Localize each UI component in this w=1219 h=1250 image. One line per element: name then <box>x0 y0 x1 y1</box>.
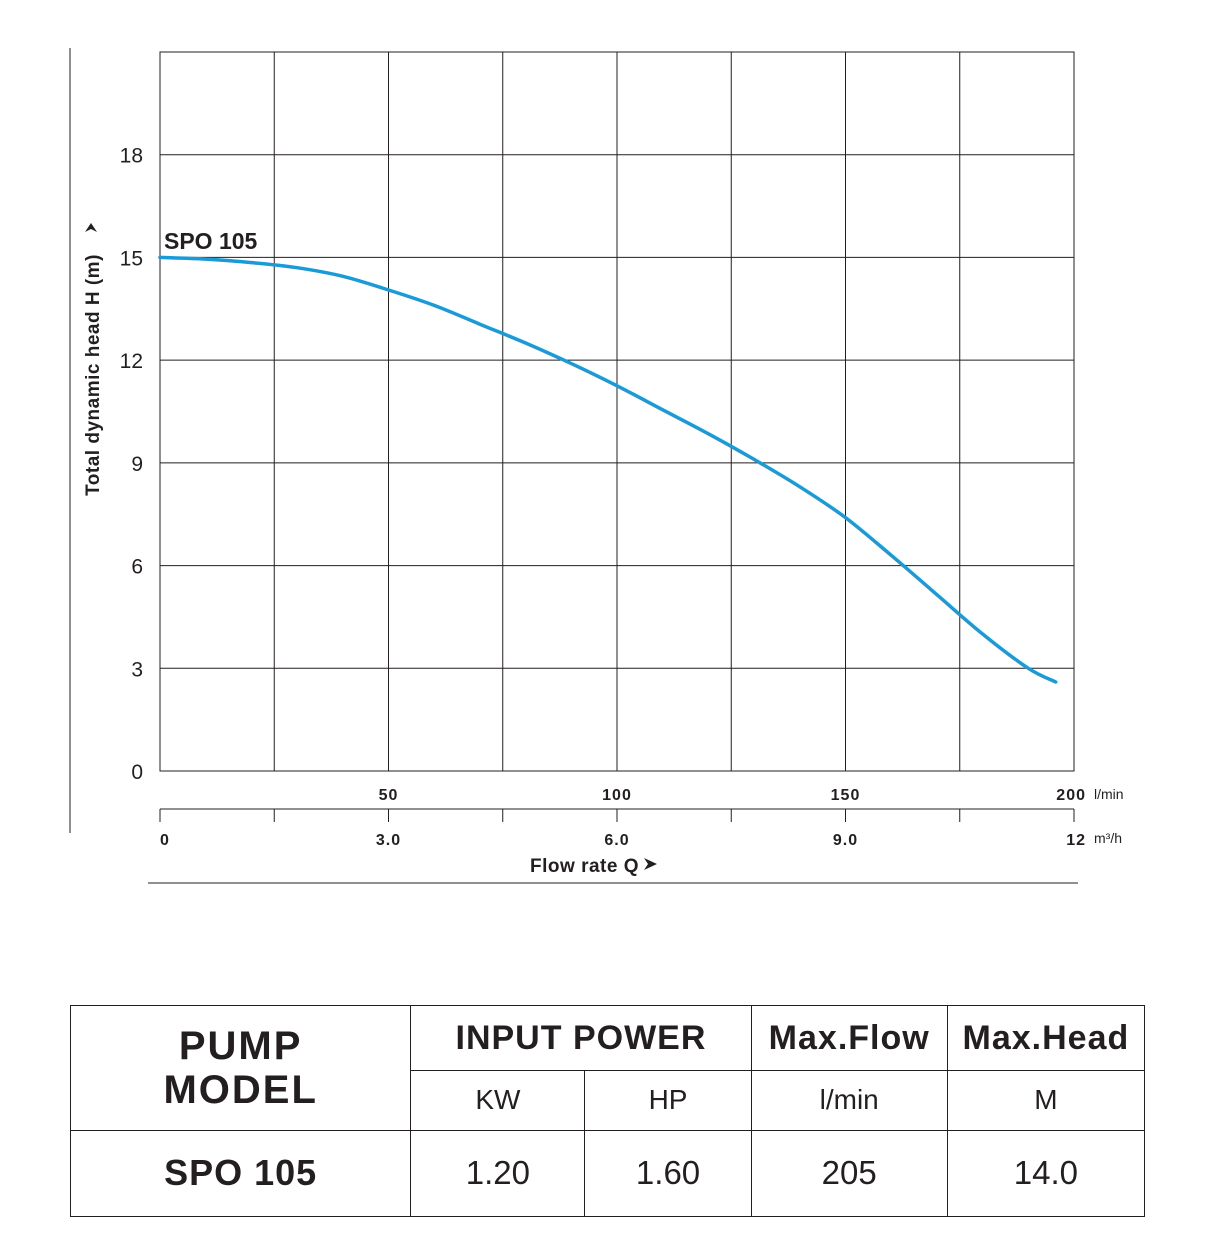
pump-performance-chart: 0 3 6 9 12 15 18 50 100 150 200 l/min 0 3.0 6.0 9.0 12 m… <box>69 48 1124 884</box>
x-tick-label-lmin: 200 <box>1056 787 1086 804</box>
x-tick-label-lmin: 150 <box>831 787 861 804</box>
x-axis-arrow-icon <box>644 858 657 870</box>
max-flow-header: Max.Flow <box>750 1004 948 1072</box>
x-tick-label-lmin: 100 <box>602 787 632 804</box>
pump-model-header-line2: MODEL <box>163 1067 318 1112</box>
y-tick-label: 18 <box>120 145 143 168</box>
pump-model-header: PUMP MODEL <box>69 1005 412 1131</box>
y-tick-labels: 0 3 6 9 12 15 18 <box>120 145 143 784</box>
y-tick-label: 3 <box>131 658 143 681</box>
x-unit-lmin: l/min <box>1094 786 1124 802</box>
input-power-header: INPUT POWER <box>410 1004 752 1072</box>
series-line-spo-105 <box>158 255 1058 684</box>
x-tick-label-lmin: 50 <box>379 787 399 804</box>
x-axes: 50 100 150 200 l/min 0 3.0 6.0 9.0 12 m³/h <box>159 786 1124 849</box>
y-tick-label: 15 <box>120 247 143 270</box>
hp-value: 1.60 <box>584 1129 752 1218</box>
y-tick-label: 12 <box>120 350 143 373</box>
hp-unit: HP <box>584 1070 752 1131</box>
x-tick-label-m3h: 0 <box>160 832 170 849</box>
y-tick-label: 0 <box>131 761 143 784</box>
series-label: SPO 105 <box>164 228 258 254</box>
x-tick-label-m3h: 3.0 <box>376 832 401 849</box>
y-axis-arrow-icon <box>85 223 97 232</box>
grid <box>159 51 1075 772</box>
x-axis-title: Flow rate Q <box>530 856 639 877</box>
kw-unit: KW <box>410 1070 586 1131</box>
max-head-header: Max.Head <box>946 1004 1146 1072</box>
y-tick-label: 6 <box>131 556 143 579</box>
kw-value: 1.20 <box>410 1129 586 1218</box>
x-tick-label-m3h: 6.0 <box>604 832 629 849</box>
flow-value: 205 <box>750 1129 948 1218</box>
pump-spec-table: PUMP MODEL INPUT POWER Max.Flow Max.Head… <box>69 1004 1146 1218</box>
series-layer <box>158 255 1058 684</box>
x-tick-label-m3h: 9.0 <box>833 832 858 849</box>
y-tick-label: 9 <box>131 453 143 476</box>
pump-model-header-line1: PUMP <box>178 1023 303 1068</box>
flow-unit: l/min <box>750 1070 948 1131</box>
y-axis-title: Total dynamic head H (m) <box>83 254 104 496</box>
head-unit: M <box>946 1070 1146 1131</box>
x-unit-m3h: m³/h <box>1094 830 1122 846</box>
model-name-cell: SPO 105 <box>69 1129 412 1218</box>
head-value: 14.0 <box>946 1129 1146 1218</box>
x-tick-label-m3h: 12 <box>1066 832 1086 849</box>
